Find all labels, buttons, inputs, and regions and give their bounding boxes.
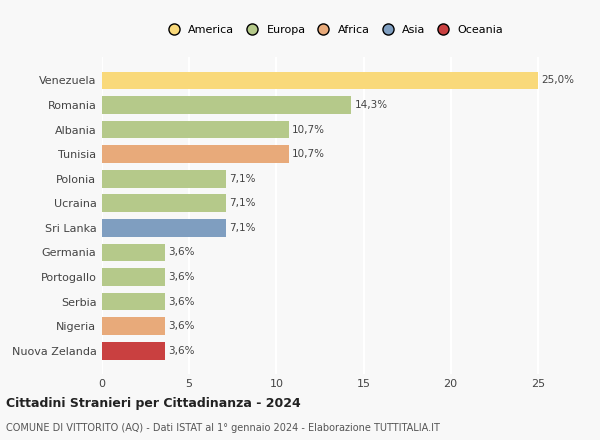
Bar	[102, 317, 165, 335]
Text: 10,7%: 10,7%	[292, 125, 325, 135]
Bar	[102, 293, 165, 311]
Text: Cittadini Stranieri per Cittadinanza - 2024: Cittadini Stranieri per Cittadinanza - 2…	[6, 397, 301, 410]
Bar	[102, 268, 165, 286]
Bar	[102, 244, 165, 261]
Text: 14,3%: 14,3%	[355, 100, 388, 110]
Bar	[102, 342, 165, 359]
Bar	[102, 194, 226, 212]
Text: 3,6%: 3,6%	[168, 321, 195, 331]
Bar	[102, 121, 289, 139]
Bar	[102, 96, 352, 114]
Text: 3,6%: 3,6%	[168, 346, 195, 356]
Text: 7,1%: 7,1%	[229, 174, 256, 184]
Text: COMUNE DI VITTORITO (AQ) - Dati ISTAT al 1° gennaio 2024 - Elaborazione TUTTITAL: COMUNE DI VITTORITO (AQ) - Dati ISTAT al…	[6, 423, 440, 433]
Text: 3,6%: 3,6%	[168, 247, 195, 257]
Text: 7,1%: 7,1%	[229, 198, 256, 208]
Text: 10,7%: 10,7%	[292, 149, 325, 159]
Text: 25,0%: 25,0%	[541, 75, 574, 85]
Bar	[102, 170, 226, 187]
Text: 3,6%: 3,6%	[168, 272, 195, 282]
Legend: America, Europa, Africa, Asia, Oceania: America, Europa, Africa, Asia, Oceania	[163, 25, 503, 35]
Text: 7,1%: 7,1%	[229, 223, 256, 233]
Bar	[102, 72, 538, 89]
Bar	[102, 219, 226, 237]
Text: 3,6%: 3,6%	[168, 297, 195, 307]
Bar	[102, 145, 289, 163]
